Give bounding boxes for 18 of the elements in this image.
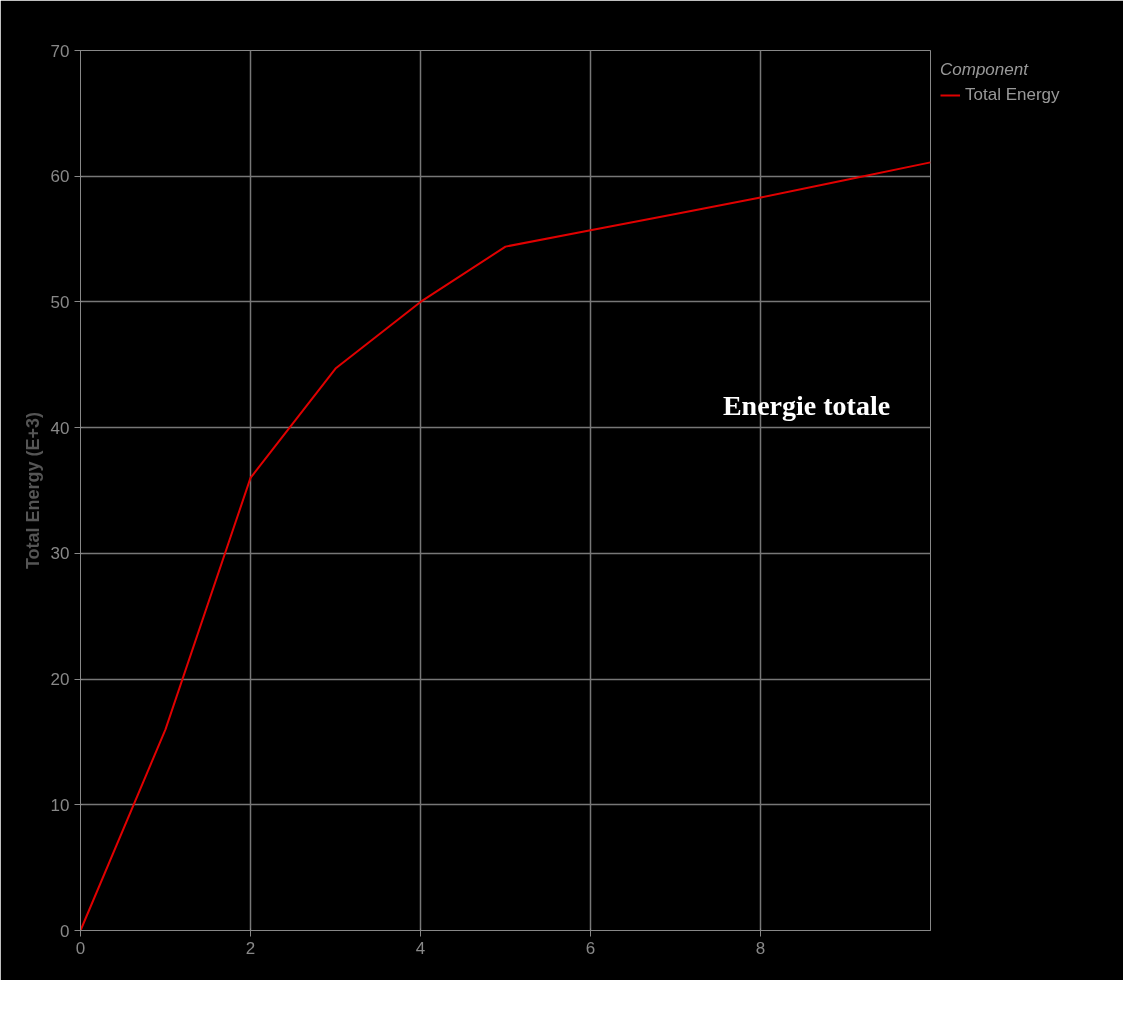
y-tick-label: 20	[50, 670, 70, 690]
y-tick-label: 0	[60, 921, 70, 941]
y-tick-label: 30	[50, 544, 70, 564]
x-tick-label: 2	[245, 938, 256, 958]
y-tick-label: 60	[50, 167, 70, 187]
x-tick-label: 0	[75, 938, 86, 958]
line-series	[80, 161, 931, 931]
y-tick-label: 10	[50, 795, 70, 815]
y-tick-label: 50	[50, 292, 70, 312]
y-axis-title: Total Energy (E+3)	[22, 411, 43, 570]
y-tick-label: 40	[50, 418, 70, 438]
x-tick-label: 8	[755, 938, 766, 958]
legend-label: Total Energy	[965, 85, 1060, 105]
x-tick-label: 6	[585, 938, 596, 958]
legend-title: Component	[940, 60, 1030, 80]
annotation: Energie totale	[722, 390, 891, 421]
x-tick-label: 4	[415, 938, 426, 958]
y-tick-label: 70	[50, 41, 70, 61]
